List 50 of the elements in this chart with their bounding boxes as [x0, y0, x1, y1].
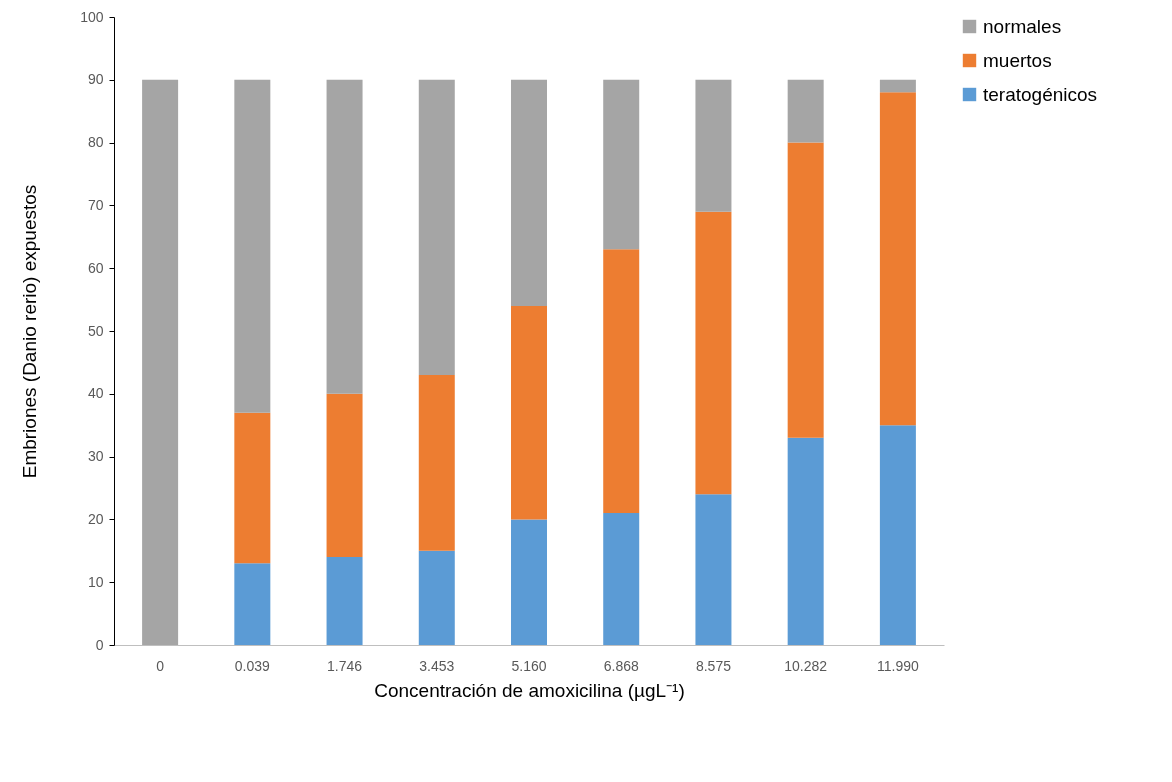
bar — [603, 513, 640, 645]
bar — [234, 563, 271, 645]
y-axis-title: Embriones (Danio rerio) expuestos — [19, 184, 41, 479]
y-tick-label: 0 — [95, 636, 104, 653]
legend-label: normales — [983, 15, 1062, 37]
y-tick-label: 50 — [87, 322, 104, 339]
y-tick-label: 10 — [87, 573, 104, 590]
y-tick-label: 100 — [80, 8, 104, 25]
bar — [695, 211, 732, 495]
bar — [787, 79, 824, 143]
x-tick-label: 10.282 — [784, 657, 828, 674]
bar — [695, 79, 732, 212]
y-tick-label: 70 — [87, 196, 104, 213]
y-tick-label: 90 — [87, 71, 104, 88]
y-tick-label: 30 — [87, 448, 104, 465]
bar — [879, 79, 916, 93]
bar — [787, 142, 824, 438]
bar — [326, 79, 363, 394]
x-tick-label: 0.039 — [234, 657, 271, 674]
bar — [234, 412, 271, 564]
y-tick-label: 40 — [87, 385, 104, 402]
x-tick-label: 8.575 — [695, 657, 732, 674]
bar — [511, 305, 547, 520]
x-tick-label: 6.868 — [603, 657, 639, 674]
bar — [511, 519, 547, 645]
x-axis-title: Concentración de amoxicilina (µgL⁻¹) — [374, 679, 685, 701]
bar — [603, 249, 640, 514]
bar — [603, 79, 640, 250]
x-tick-label: 5.160 — [511, 657, 547, 674]
x-tick-label: 11.990 — [877, 657, 919, 674]
y-tick-label: 80 — [87, 134, 104, 151]
x-tick-label: 3.453 — [419, 657, 455, 674]
x-tick-label: 0 — [156, 657, 165, 674]
bar — [418, 374, 455, 551]
y-tick-label: 20 — [87, 510, 104, 527]
bar — [787, 437, 824, 645]
bar — [418, 550, 455, 645]
bar — [142, 79, 179, 645]
bar — [326, 557, 363, 645]
bar — [234, 79, 271, 413]
legend-label: muertos — [983, 49, 1052, 71]
x-tick-label: 1.746 — [327, 657, 363, 674]
legend-label: teratogénicos — [983, 83, 1098, 105]
y-tick-label: 60 — [87, 259, 104, 276]
bar — [418, 79, 455, 375]
bar — [511, 79, 547, 306]
bar — [879, 92, 916, 426]
bar — [326, 393, 363, 558]
bar — [695, 494, 732, 645]
bar — [879, 425, 916, 645]
